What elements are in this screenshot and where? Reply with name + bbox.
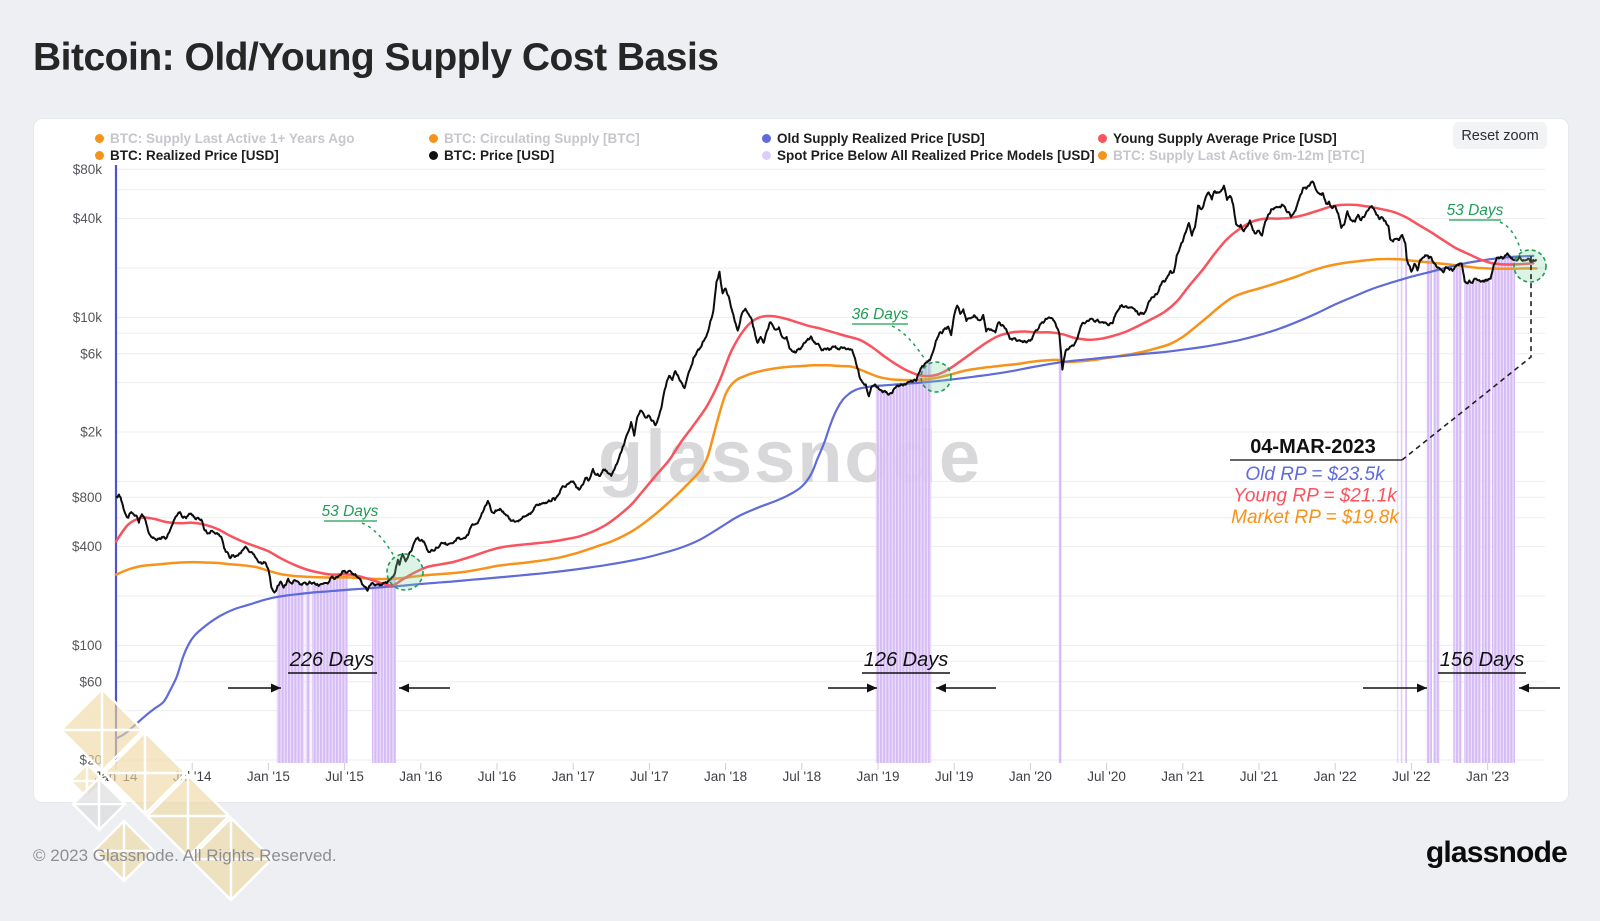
legend-item-label: Old Supply Realized Price [USD]: [777, 131, 985, 146]
legend-item-label: Young Supply Average Price [USD]: [1113, 131, 1337, 146]
glassnode-wordmark: glassnode: [1425, 836, 1568, 869]
legend-item-label: BTC: Supply Last Active 6m-12m [BTC]: [1113, 148, 1365, 163]
legend-item-0[interactable]: BTC: Supply Last Active 1+ Years Ago: [95, 131, 354, 146]
chart-card: [33, 118, 1569, 803]
legend-item-label: Spot Price Below All Realized Price Mode…: [777, 148, 1095, 163]
legend-item-label: BTC: Price [USD]: [444, 148, 555, 163]
legend-item-1[interactable]: BTC: Circulating Supply [BTC]: [429, 131, 640, 146]
legend-item-label: BTC: Realized Price [USD]: [110, 148, 279, 163]
legend-item-4[interactable]: BTC: Realized Price [USD]: [95, 148, 279, 163]
legend-dot-icon: [762, 151, 771, 160]
legend-dot-icon: [95, 151, 104, 160]
legend-item-5[interactable]: BTC: Price [USD]: [429, 148, 554, 163]
legend-dot-icon: [429, 151, 438, 160]
legend-dot-icon: [429, 134, 438, 143]
legend-dot-icon: [762, 134, 771, 143]
reset-zoom-button[interactable]: Reset zoom: [1453, 122, 1547, 149]
legend-item-label: BTC: Supply Last Active 1+ Years Ago: [110, 131, 355, 146]
legend-dot-icon: [95, 134, 104, 143]
copyright-text: © 2023 Glassnode. All Rights Reserved.: [33, 846, 337, 865]
legend-dot-icon: [1098, 151, 1107, 160]
legend-dot-icon: [1098, 134, 1107, 143]
page-title: Bitcoin: Old/Young Supply Cost Basis: [33, 36, 719, 79]
legend-item-2[interactable]: Old Supply Realized Price [USD]: [762, 131, 985, 146]
legend-item-7[interactable]: BTC: Supply Last Active 6m-12m [BTC]: [1098, 148, 1365, 163]
legend-item-6[interactable]: Spot Price Below All Realized Price Mode…: [762, 148, 1095, 163]
legend-item-3[interactable]: Young Supply Average Price [USD]: [1098, 131, 1337, 146]
legend-item-label: BTC: Circulating Supply [BTC]: [444, 131, 640, 146]
